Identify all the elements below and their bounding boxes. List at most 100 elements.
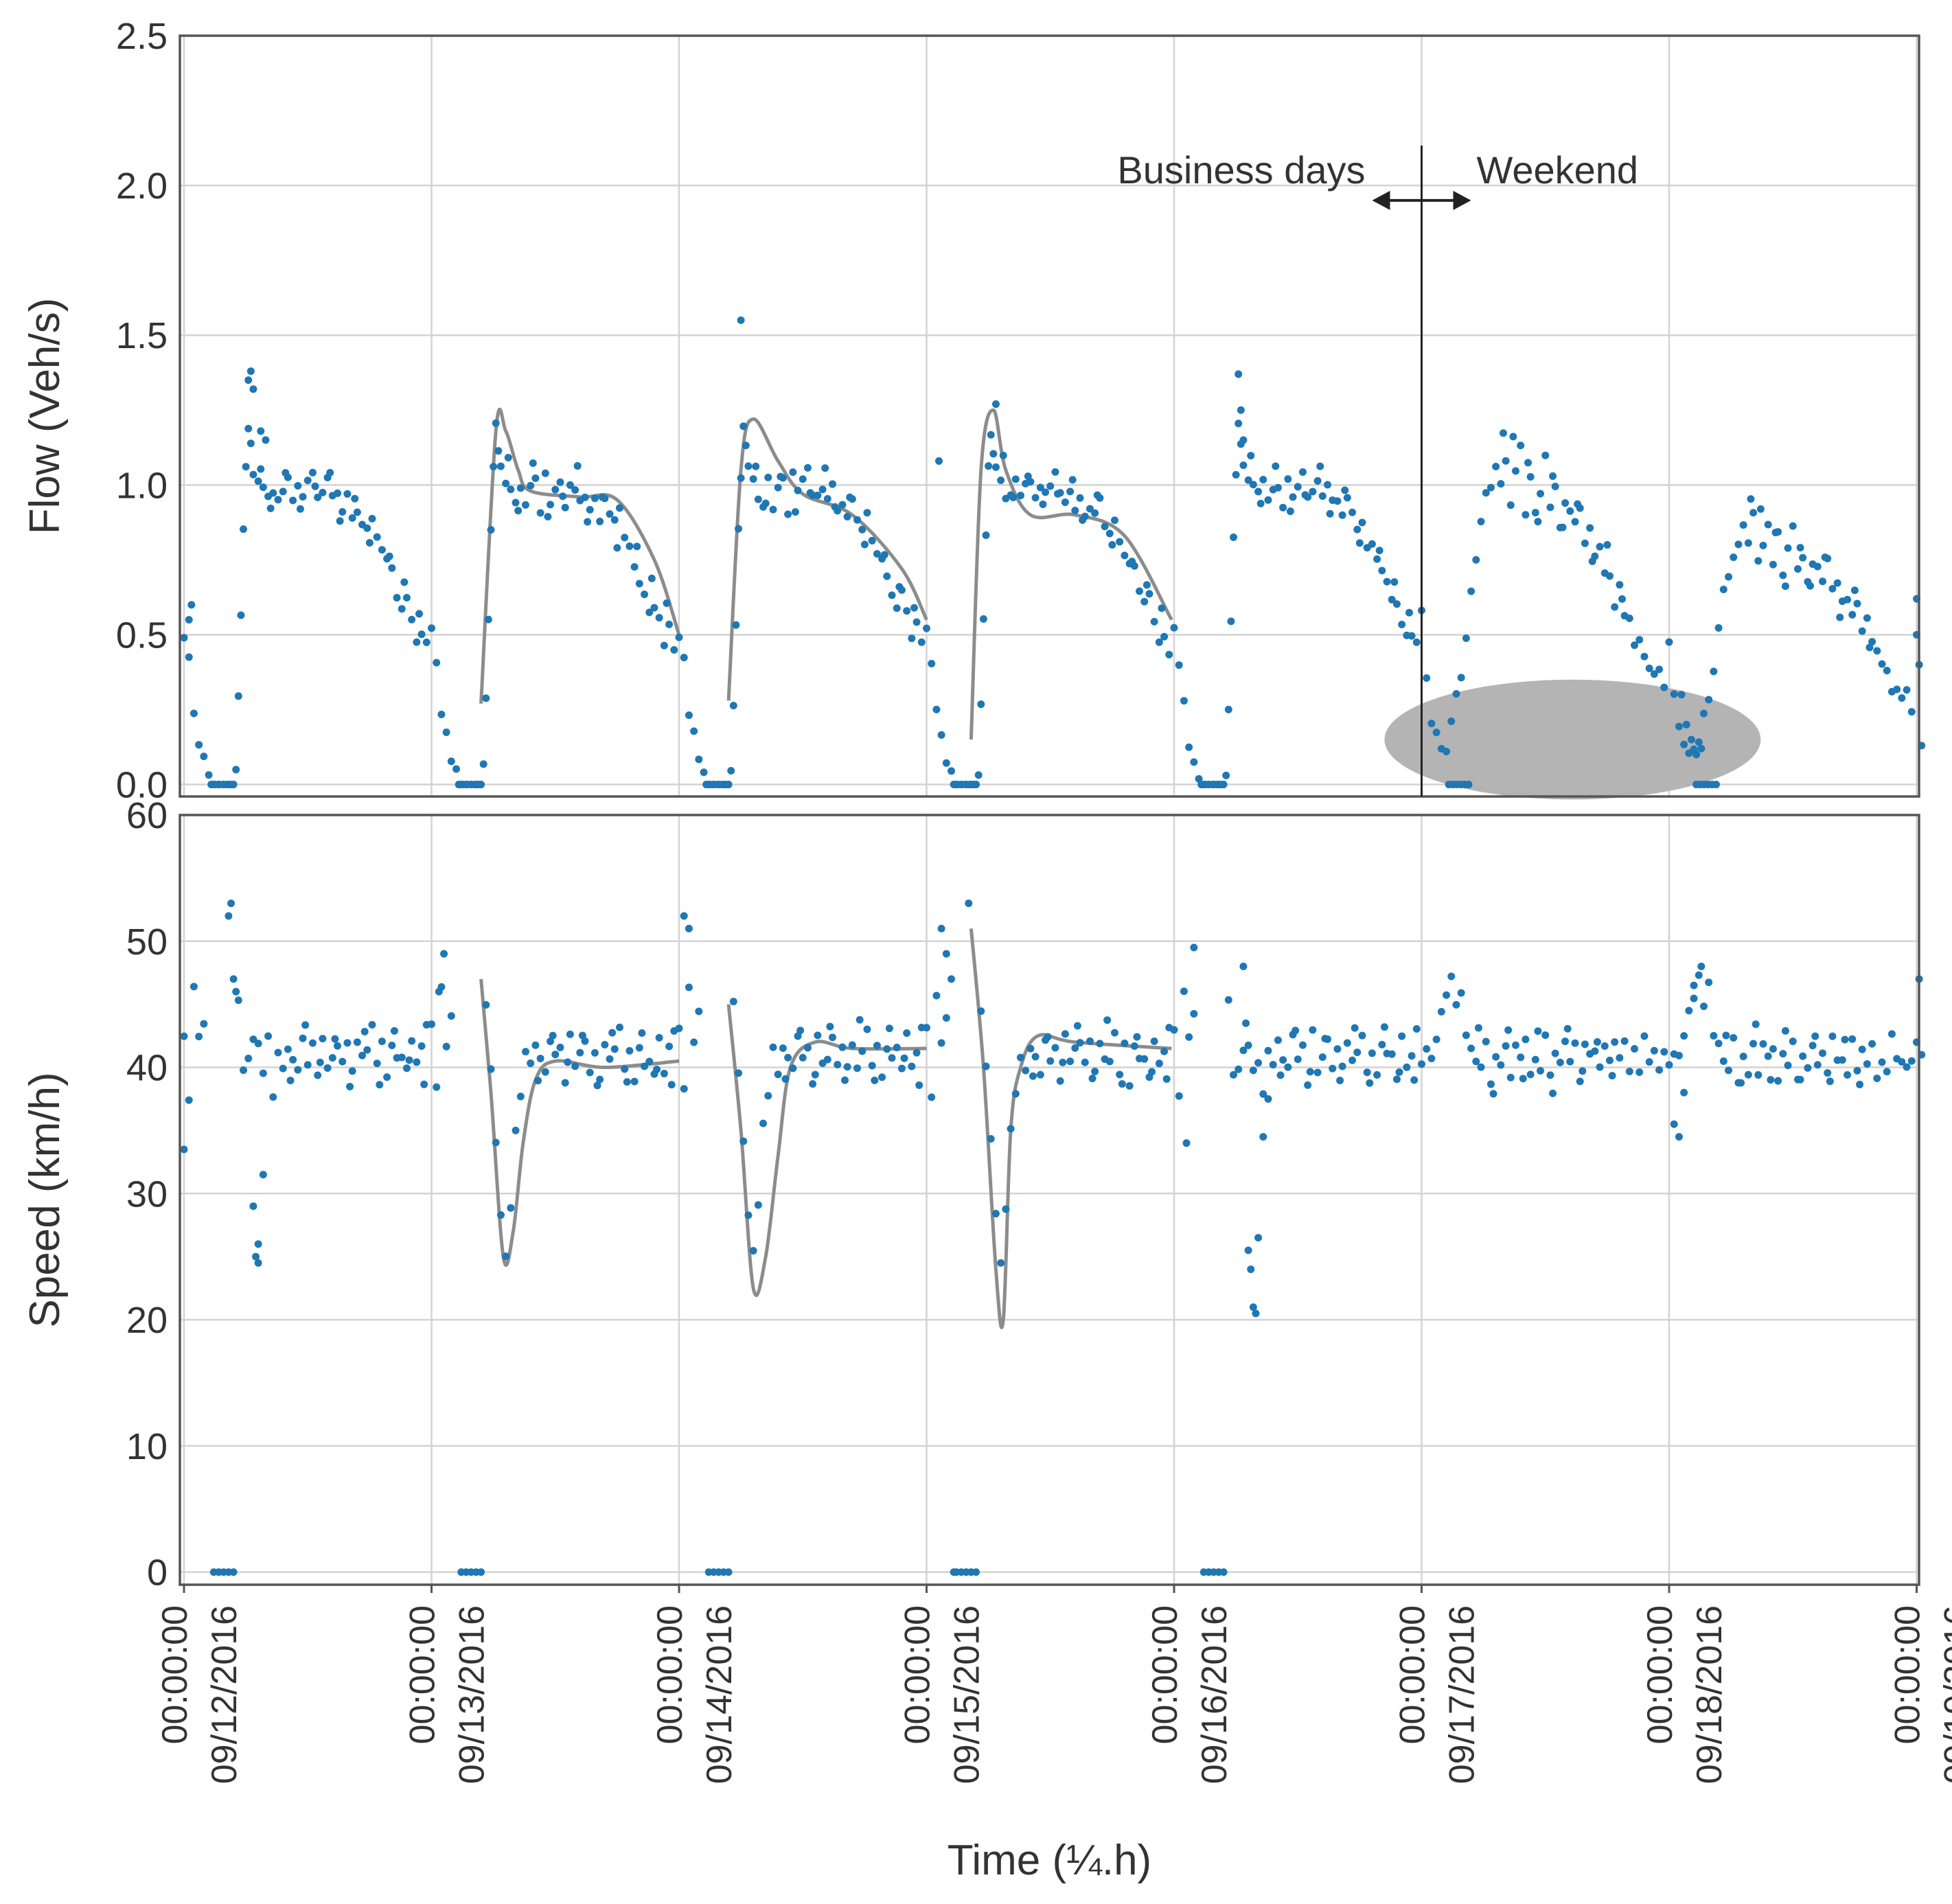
- flow-y-axis-title: Flow (Veh/s): [21, 298, 69, 535]
- speed-point: [227, 899, 235, 907]
- speed-point: [1364, 1068, 1371, 1076]
- flow-point: [732, 621, 739, 629]
- flow-point: [1239, 461, 1247, 469]
- flow-point: [1227, 617, 1235, 625]
- speed-point: [1304, 1081, 1311, 1089]
- flow-point: [730, 702, 737, 709]
- speed-point: [739, 1138, 747, 1145]
- speed-point: [1675, 1052, 1683, 1059]
- flow-point: [844, 513, 851, 520]
- speed-point: [965, 899, 972, 907]
- speed-point: [388, 1042, 395, 1049]
- speed-point: [349, 1067, 356, 1075]
- flow-point: [1145, 590, 1153, 597]
- speed-point: [542, 1068, 549, 1076]
- speed-point: [1032, 1053, 1040, 1061]
- flow-point: [611, 516, 619, 524]
- speed-point: [841, 1077, 849, 1084]
- speed-point: [433, 1083, 440, 1091]
- speed-point: [1591, 1047, 1598, 1055]
- speed-point: [249, 1202, 257, 1210]
- speed-point: [898, 1065, 906, 1073]
- flow-point: [1772, 529, 1780, 536]
- speed-point: [304, 1061, 312, 1068]
- speed-point: [893, 1044, 901, 1051]
- business-days-label: Business days: [1117, 148, 1365, 192]
- speed-point: [566, 1031, 574, 1038]
- flow-point: [1289, 493, 1297, 501]
- flow-point: [428, 624, 435, 632]
- flow-point: [279, 488, 287, 495]
- speed-point: [1680, 1089, 1688, 1097]
- speed-point: [391, 1027, 398, 1035]
- flow-point: [1836, 614, 1844, 621]
- flow-point: [1398, 621, 1405, 628]
- flow-point: [831, 503, 839, 511]
- flow-point: [512, 499, 520, 507]
- speed-point: [1492, 1053, 1500, 1061]
- flow-point: [304, 477, 312, 484]
- speed-point: [1353, 1048, 1361, 1056]
- speed-point: [181, 1145, 188, 1153]
- speed-point: [1841, 1036, 1848, 1044]
- flow-point: [1581, 540, 1589, 547]
- speed-point: [943, 1014, 950, 1022]
- flow-point: [547, 501, 554, 508]
- flow-point: [1427, 720, 1435, 727]
- speed-ytick-label: 20: [126, 1300, 168, 1341]
- flow-point: [1754, 557, 1762, 564]
- speed-point: [240, 1066, 247, 1074]
- flow-point: [1794, 565, 1802, 573]
- speed-point: [943, 950, 950, 958]
- speed-point: [1670, 1121, 1678, 1128]
- speed-point: [1759, 1040, 1767, 1048]
- speed-point: [1697, 963, 1705, 970]
- flow-point: [1509, 433, 1517, 440]
- flow-point: [1046, 483, 1054, 490]
- flow-point: [1730, 553, 1737, 561]
- flow-point: [1720, 586, 1727, 593]
- flow-point: [1091, 509, 1099, 517]
- speed-point: [1044, 1033, 1052, 1041]
- flow-point: [1294, 483, 1302, 490]
- speed-point: [1799, 1053, 1806, 1060]
- flow-point: [985, 462, 992, 470]
- speed-point: [1765, 1053, 1772, 1060]
- speed-point: [1089, 1075, 1096, 1082]
- flow-point: [1759, 542, 1767, 549]
- flow-point: [1616, 581, 1623, 588]
- speed-point: [1737, 1079, 1745, 1087]
- speed-point: [448, 1012, 455, 1020]
- flow-point: [299, 493, 307, 501]
- xtick-date-label: 09/13/2016: [452, 1605, 492, 1784]
- flow-point: [1101, 523, 1109, 530]
- speed-point: [1012, 1090, 1020, 1098]
- speed-point: [1740, 1053, 1747, 1060]
- speed-point: [1552, 1050, 1559, 1057]
- flow-point: [807, 489, 814, 496]
- flow-fit-curve-2: [728, 419, 926, 700]
- speed-point: [784, 1054, 792, 1062]
- flow-point: [938, 731, 945, 739]
- speed-point: [354, 1038, 361, 1046]
- speed-point: [804, 1044, 812, 1051]
- speed-point: [1826, 1077, 1834, 1085]
- speed-point: [1116, 1070, 1123, 1078]
- speed-point: [522, 1048, 529, 1055]
- speed-point: [1351, 1024, 1359, 1032]
- left-arrowhead: [1373, 191, 1390, 210]
- flow-point: [1898, 694, 1905, 702]
- flow-point: [663, 599, 670, 607]
- speed-point: [606, 1055, 614, 1063]
- flow-point: [408, 616, 415, 623]
- flow-point: [1368, 540, 1376, 548]
- speed-point: [1497, 1062, 1504, 1069]
- speed-point: [1685, 1007, 1692, 1014]
- speed-point: [863, 1026, 871, 1033]
- speed-point: [287, 1077, 295, 1084]
- flow-point: [599, 494, 606, 501]
- speed-point: [1225, 996, 1232, 1004]
- speed-point: [576, 1049, 584, 1057]
- flow-point: [452, 765, 460, 772]
- flow-point: [784, 510, 792, 518]
